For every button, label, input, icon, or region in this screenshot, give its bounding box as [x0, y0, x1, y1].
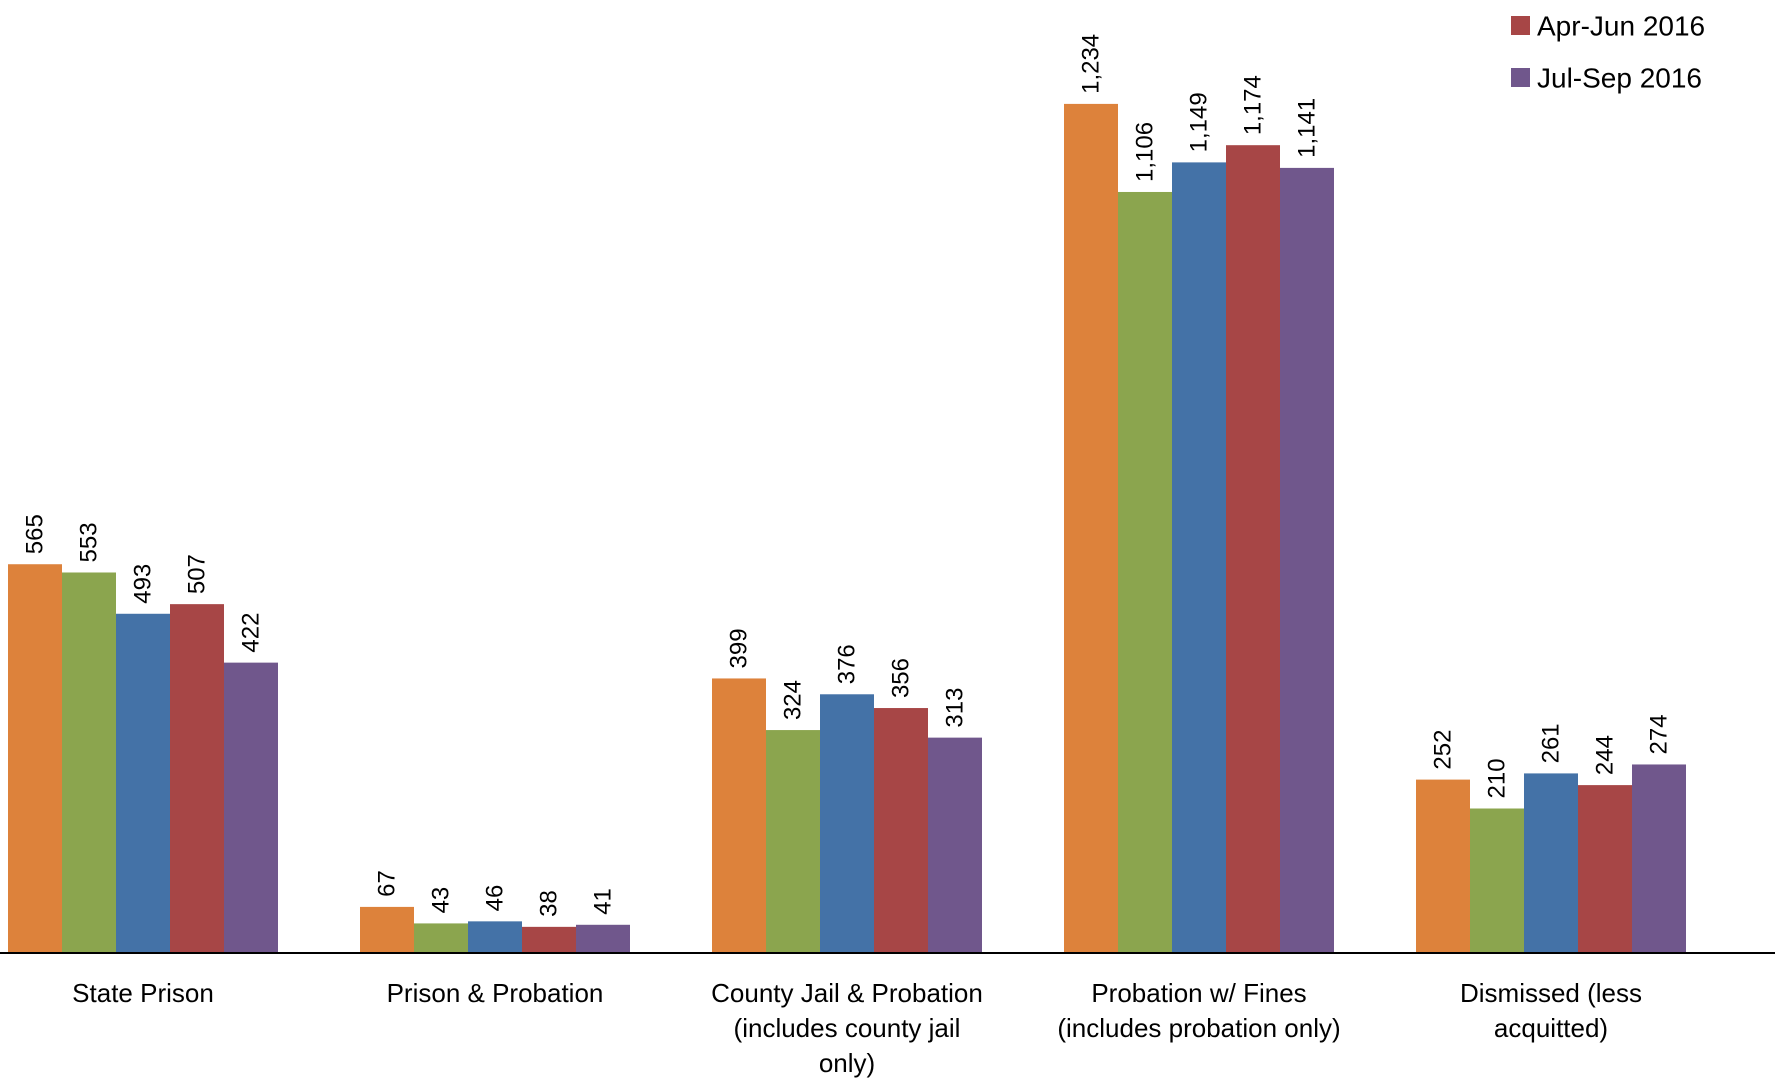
category-label-3-line-0: Probation w/ Fines	[1091, 978, 1306, 1008]
value-label-s3-c0: 507	[184, 554, 211, 594]
bar-s0-c3	[1064, 103, 1118, 954]
bar-s3-c1	[522, 926, 576, 953]
legend: Apr-Jun 2016 Jul-Sep 2016	[1511, 11, 1705, 94]
bar-s0-c0	[8, 564, 62, 953]
bar-s1-c0	[62, 572, 116, 953]
bar-s4-c0	[224, 662, 278, 953]
category-label-3-line-1: (includes probation only)	[1057, 1013, 1340, 1043]
value-label-s3-c3: 1,174	[1240, 75, 1267, 135]
legend-swatch-0	[1511, 16, 1530, 35]
legend-label-1: Jul-Sep 2016	[1537, 63, 1702, 94]
category-label-1-line-0: Prison & Probation	[387, 978, 604, 1008]
value-label-s0-c3: 1,234	[1078, 34, 1105, 94]
category-label-0-line-0: State Prison	[72, 978, 214, 1008]
value-label-s4-c4: 274	[1646, 714, 1673, 754]
value-label-s2-c4: 261	[1538, 723, 1565, 763]
value-label-s0-c0: 565	[22, 514, 49, 554]
bar-s0-c2	[712, 678, 766, 953]
bar-s1-c3	[1118, 191, 1172, 953]
value-label-s3-c2: 356	[888, 658, 915, 698]
value-label-s0-c1: 67	[374, 870, 401, 897]
bar-s4-c3	[1280, 167, 1334, 954]
bar-s2-c3	[1172, 162, 1226, 954]
bar-s3-c0	[170, 604, 224, 953]
bar-s4-c1	[576, 924, 630, 953]
value-label-s4-c1: 41	[590, 888, 617, 915]
category-label-2-line-0: County Jail & Probation	[711, 978, 983, 1008]
category-label-4-line-0: Dismissed (less	[1460, 978, 1642, 1008]
value-label-s2-c1: 46	[482, 885, 509, 912]
value-labels-layer: 565 553 493 507 422 67 43 46 38 41 399 324 376 356 313…	[22, 34, 1673, 917]
value-label-s1-c3: 1,106	[1132, 122, 1159, 182]
value-label-s1-c0: 553	[76, 522, 103, 562]
bar-s1-c2	[766, 730, 820, 953]
value-label-s0-c4: 252	[1430, 730, 1457, 770]
bars-layer	[8, 103, 1686, 954]
value-label-s0-c2: 399	[726, 628, 753, 668]
bar-s1-c4	[1470, 808, 1524, 953]
value-label-s4-c2: 313	[942, 688, 969, 728]
bar-s1-c1	[414, 923, 468, 953]
category-label-2-line-1: (includes county jail	[734, 1013, 961, 1043]
category-label-4-line-1: acquitted)	[1494, 1013, 1608, 1043]
value-label-s3-c4: 244	[1592, 735, 1619, 775]
bar-s2-c2	[820, 694, 874, 953]
value-label-s1-c1: 43	[428, 887, 455, 914]
legend-swatch-1	[1511, 68, 1530, 87]
bar-s4-c2	[928, 737, 982, 953]
value-label-s2-c2: 376	[834, 644, 861, 684]
bar-s4-c4	[1632, 764, 1686, 953]
category-label-2-line-2: only)	[819, 1048, 875, 1078]
bar-s2-c4	[1524, 773, 1578, 953]
bar-s2-c1	[468, 921, 522, 953]
value-label-s2-c3: 1,149	[1186, 92, 1213, 152]
bar-s0-c4	[1416, 779, 1470, 953]
value-label-s2-c0: 493	[130, 564, 157, 604]
value-label-s3-c1: 38	[536, 890, 563, 917]
value-label-s4-c0: 422	[238, 613, 265, 653]
bar-s0-c1	[360, 906, 414, 953]
value-label-s1-c4: 210	[1484, 758, 1511, 798]
bar-s2-c0	[116, 613, 170, 953]
value-label-s1-c2: 324	[780, 680, 807, 720]
category-labels-layer: State Prison Prison & Probation County Jai…	[72, 978, 1642, 1078]
value-label-s4-c3: 1,141	[1294, 98, 1321, 158]
bar-s3-c4	[1578, 785, 1632, 953]
legend-label-0: Apr-Jun 2016	[1537, 11, 1705, 42]
bar-s3-c3	[1226, 145, 1280, 953]
bar-s3-c2	[874, 708, 928, 953]
